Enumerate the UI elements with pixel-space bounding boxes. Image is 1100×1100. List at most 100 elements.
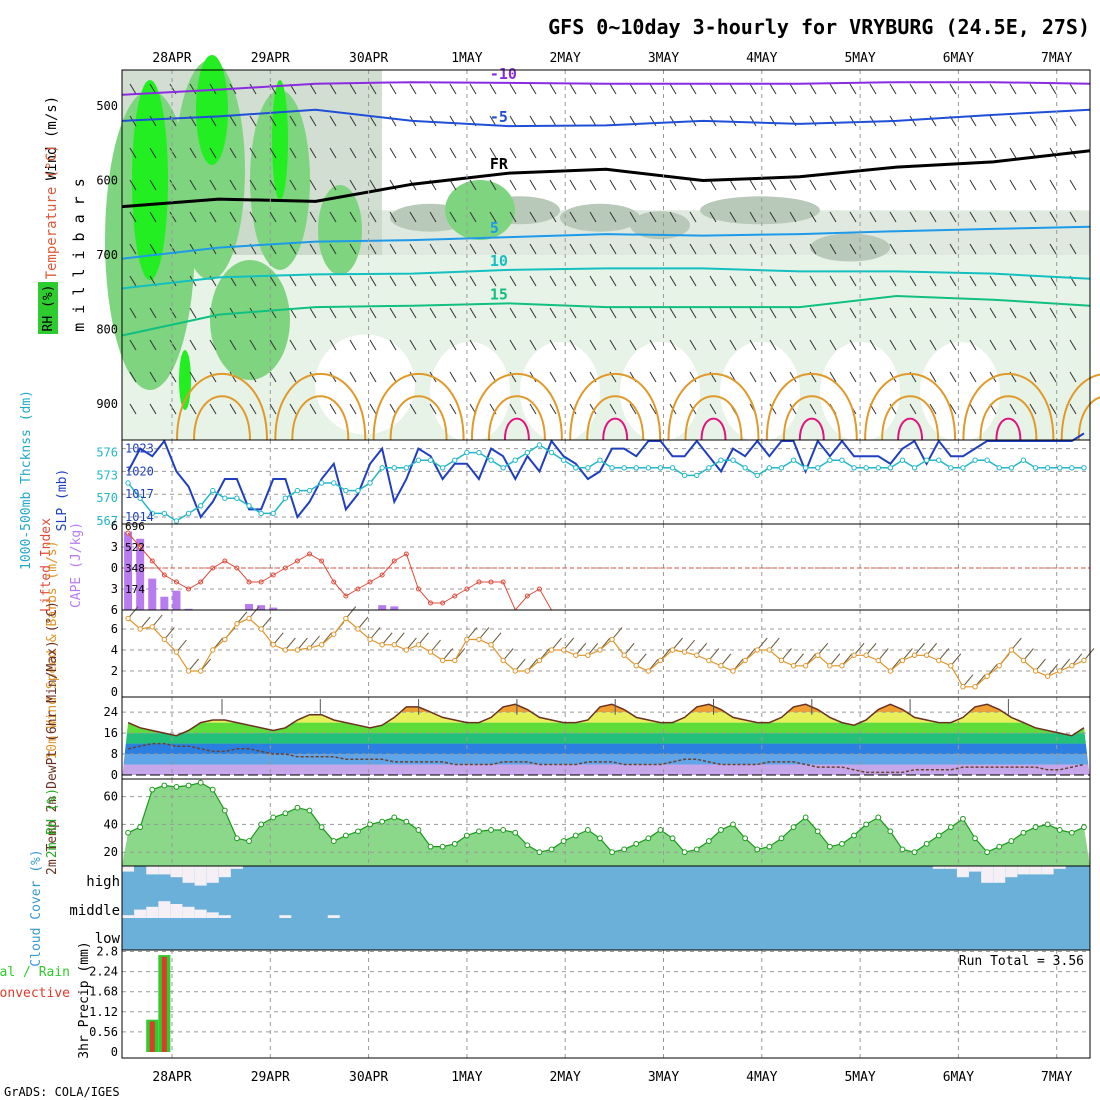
wind-barb [589, 83, 597, 95]
high-cloud-bar [1017, 866, 1030, 875]
rh-point [621, 846, 628, 853]
wind-barb [829, 339, 837, 351]
wind-barb [489, 211, 497, 223]
rh2m-panel: 20 40 60 [104, 778, 1091, 867]
thickness-point [343, 487, 349, 494]
wind-barb [229, 115, 237, 127]
thickness-point [512, 457, 518, 463]
wind-barb [449, 275, 457, 287]
wind-barb [969, 83, 977, 95]
thickness-point [645, 465, 652, 471]
thickness-point [1044, 465, 1051, 471]
wind-barb [709, 83, 717, 95]
wind-barb [869, 339, 877, 351]
wind-barb [689, 307, 697, 319]
wind-barb [629, 211, 637, 223]
wind-barb [789, 275, 797, 287]
isotherm-line [121, 225, 1091, 260]
wind-barb [549, 403, 557, 415]
wind-point [899, 657, 906, 664]
wind-point [1044, 673, 1051, 679]
thickness-point [367, 480, 373, 486]
wind-barb [709, 275, 717, 287]
y-tick-label: 3 [111, 540, 118, 554]
thickness-point [778, 465, 785, 471]
precip-legend-total: Total / Rain [0, 965, 70, 980]
thickness-point [899, 457, 906, 463]
wind-barb [489, 83, 497, 95]
wind-barb [789, 83, 797, 95]
isotherm-label: 5 [490, 219, 499, 237]
wind-point [161, 636, 168, 643]
wind-barb [849, 307, 857, 319]
isotherm-line [121, 149, 1091, 209]
panel-bg [122, 524, 1090, 610]
wind-point [536, 657, 543, 664]
rh-point [197, 779, 204, 786]
wind-barb [229, 403, 237, 415]
wind-barb [249, 179, 257, 191]
rh-point [306, 807, 313, 814]
wind-barb [309, 179, 317, 191]
wind-barb [249, 147, 257, 159]
wind-barb [389, 339, 397, 351]
wind-barb [849, 339, 857, 351]
rh-point [173, 783, 180, 790]
wind-barb [369, 83, 377, 95]
slp-tick-label: 1017 [125, 487, 154, 501]
high-cloud-bar [218, 866, 231, 878]
rh-point [960, 815, 966, 822]
wind-barb [309, 371, 317, 383]
rh-point [730, 821, 736, 828]
thickness-point [197, 503, 204, 509]
wind-barb [269, 371, 277, 383]
rh-point [597, 835, 603, 842]
wind-barb [309, 211, 317, 223]
date-label: 28APR [152, 51, 191, 66]
wind-barb [329, 83, 337, 95]
isotherm-label: 10 [490, 252, 508, 270]
isotherm-line [121, 267, 1091, 290]
high-cloud-bar [158, 866, 171, 875]
wind-barb [469, 339, 477, 351]
rh-point [427, 843, 434, 850]
wind-barb [789, 307, 797, 319]
wind-barb [449, 243, 457, 255]
wind-barb [389, 211, 397, 223]
wind-barb [829, 211, 837, 223]
wind-point [294, 647, 301, 653]
rh-point [826, 843, 833, 850]
wind-barb [529, 179, 537, 191]
rh-point [935, 832, 942, 839]
thickness-point [355, 487, 361, 494]
wind-barb [309, 275, 317, 287]
precip-panel: 0 0.56 1.12 1.68 2.24 2.8 Run Total = 3.56 [89, 944, 1091, 1059]
thickness-point [694, 472, 700, 479]
wind-barb [409, 403, 417, 415]
rh-point [681, 849, 688, 856]
wind-barb [669, 179, 677, 191]
high-cloud-bar [230, 866, 243, 869]
footer-credit: GrADS: COLA/IGES [4, 1085, 120, 1099]
wind-barb [289, 339, 297, 351]
rh-point [185, 782, 192, 789]
wind-barb [149, 403, 157, 415]
thickness-point [137, 495, 143, 501]
wind-barb [149, 371, 157, 383]
thickness-point [379, 465, 385, 471]
moist-blob [810, 233, 890, 262]
wind-barb [129, 243, 137, 255]
wind-barb [169, 371, 177, 383]
date-label: 7MAY [1041, 51, 1072, 66]
wind-barb [669, 83, 677, 95]
wind-point [234, 621, 240, 627]
wind-barb [729, 307, 737, 319]
wind-barb [929, 339, 937, 351]
wind-point [984, 673, 990, 679]
wind-barb [609, 179, 617, 191]
rh-point [972, 835, 978, 842]
wind-barb [1029, 115, 1037, 127]
wind-barb [529, 307, 537, 319]
wind-barb [689, 275, 697, 287]
panel-frame [121, 949, 1091, 1059]
